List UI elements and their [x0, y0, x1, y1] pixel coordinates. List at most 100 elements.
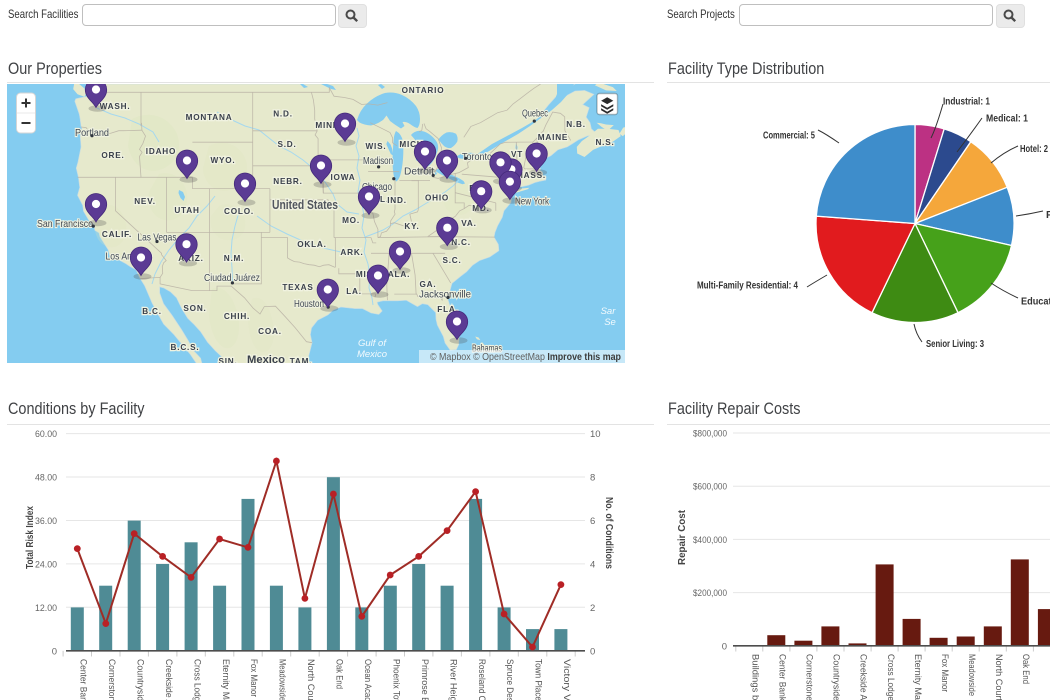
svg-text:No. of Conditions: No. of Conditions: [603, 497, 614, 569]
svg-text:Eternity Man: Eternity Man: [912, 654, 923, 700]
svg-text:COA.: COA.: [258, 327, 282, 336]
svg-text:SON.: SON.: [183, 304, 206, 313]
svg-text:N.D.: N.D.: [273, 110, 293, 119]
svg-text:$800,000: $800,000: [693, 429, 727, 440]
svg-text:Madison: Madison: [363, 155, 393, 167]
svg-text:© Mapbox © OpenStreetMap Impro: © Mapbox © OpenStreetMap Improve this ma…: [430, 352, 621, 363]
svg-text:0: 0: [52, 646, 57, 657]
svg-text:Senior Living: 3: Senior Living: 3: [926, 338, 984, 350]
svg-text:Industrial: 1: Industrial: 1: [943, 96, 990, 108]
svg-text:N.B.: N.B.: [566, 120, 586, 129]
svg-text:12.00: 12.00: [35, 603, 57, 614]
svg-text:Cornerstone: Cornerstone: [106, 659, 117, 700]
svg-text:VT: VT: [511, 150, 523, 159]
svg-text:Fox Manor: Fox Manor: [939, 654, 950, 692]
svg-text:Sar: Sar: [601, 306, 617, 317]
svg-text:$400,000: $400,000: [693, 535, 727, 546]
svg-text:MAINE: MAINE: [538, 133, 568, 142]
svg-text:VA.: VA.: [461, 219, 476, 228]
svg-text:Gulf of: Gulf of: [358, 338, 387, 349]
svg-text:0: 0: [722, 641, 727, 652]
svg-text:IND.: IND.: [387, 196, 407, 205]
svg-text:S.C.: S.C.: [442, 256, 461, 265]
svg-text:TEXAS: TEXAS: [282, 283, 313, 292]
svg-text:CHIH.: CHIH.: [224, 312, 250, 321]
svg-text:Cross Lodge: Cross Lodge: [885, 654, 896, 700]
svg-text:Phoenix Towe: Phoenix Towe: [390, 659, 401, 700]
svg-text:Roseland Co: Roseland Co: [476, 659, 487, 700]
svg-text:WIS.: WIS.: [366, 142, 387, 151]
svg-text:6: 6: [590, 516, 595, 527]
svg-text:Creekside Ap: Creekside Ap: [163, 659, 174, 700]
svg-text:FLA.: FLA.: [437, 305, 458, 314]
svg-text:Mexico: Mexico: [357, 349, 387, 360]
svg-text:ARIZ.: ARIZ.: [178, 254, 203, 263]
svg-text:48.00: 48.00: [35, 473, 57, 484]
svg-text:Toronto: Toronto: [462, 151, 492, 163]
svg-text:ONTARIO: ONTARIO: [402, 86, 445, 95]
svg-text:Cross Lodge: Cross Lodge: [191, 659, 202, 700]
svg-text:2: 2: [590, 603, 595, 614]
svg-text:N.S.: N.S.: [595, 138, 614, 147]
svg-text:Ciudad Juárez: Ciudad Juárez: [204, 272, 260, 284]
svg-text:MICH.: MICH.: [399, 140, 426, 149]
svg-text:$200,000: $200,000: [693, 588, 727, 599]
svg-text:OHIO: OHIO: [425, 194, 449, 203]
svg-text:LA.: LA.: [346, 287, 362, 296]
svg-text:Cornerstone: Cornerstone: [804, 654, 815, 700]
svg-text:IOWA: IOWA: [330, 173, 355, 182]
svg-text:MO.: MO.: [342, 216, 360, 225]
svg-text:Mexico: Mexico: [247, 354, 285, 363]
svg-text:Portland: Portland: [75, 127, 109, 139]
svg-text:Repair Cost: Repair Cost: [677, 509, 688, 565]
svg-text:MINN.: MINN.: [315, 121, 342, 130]
svg-text:New York: New York: [515, 196, 550, 208]
svg-text:Meadowside: Meadowside: [966, 654, 977, 696]
svg-text:Education: 3: Education: 3: [1021, 296, 1050, 308]
svg-text:10: 10: [590, 429, 601, 440]
svg-text:WASH.: WASH.: [100, 102, 131, 111]
svg-text:Primrose Ele: Primrose Ele: [419, 659, 430, 700]
svg-text:CALIF.: CALIF.: [102, 230, 132, 239]
svg-text:Fox Manor: Fox Manor: [248, 659, 259, 697]
svg-text:Center Bank: Center Bank: [777, 654, 788, 700]
svg-text:Countryside A: Countryside A: [134, 659, 145, 700]
svg-text:$600,000: $600,000: [693, 482, 727, 493]
svg-text:Eternity Mano: Eternity Mano: [220, 659, 231, 700]
svg-text:Spruce Desk: Spruce Desk: [504, 659, 515, 700]
svg-text:NEBR.: NEBR.: [273, 177, 302, 186]
svg-text:24.00: 24.00: [35, 559, 57, 570]
svg-text:Buildings by: Buildings by: [750, 654, 761, 700]
svg-text:Center Bank: Center Bank: [78, 659, 89, 700]
svg-text:United States: United States: [272, 197, 338, 212]
svg-text:Oak End: Oak End: [1020, 654, 1031, 684]
svg-text:S.D.: S.D.: [277, 140, 296, 149]
svg-text:UTAH: UTAH: [174, 206, 199, 215]
svg-text:Total Risk Index: Total Risk Index: [25, 506, 36, 569]
svg-text:Las Vegas: Las Vegas: [138, 232, 177, 244]
svg-text:Medical: 1: Medical: 1: [986, 113, 1028, 125]
svg-text:North Court: North Court: [993, 654, 1004, 700]
svg-text:Oak End: Oak End: [334, 659, 345, 689]
svg-text:IDAHO: IDAHO: [146, 147, 176, 156]
svg-text:ARK.: ARK.: [340, 248, 363, 257]
svg-text:TAM.: TAM.: [290, 357, 313, 363]
svg-text:WYO.: WYO.: [210, 156, 235, 165]
svg-text:Houston: Houston: [294, 298, 324, 310]
svg-text:Retail: 2: Retail: 2: [1046, 209, 1050, 221]
svg-text:36.00: 36.00: [35, 516, 57, 527]
svg-text:COLO.: COLO.: [224, 207, 254, 216]
svg-text:B.C.: B.C.: [142, 307, 162, 316]
svg-text:North Court: North Court: [305, 659, 316, 700]
svg-text:Multi-Family Residential: 4: Multi-Family Residential: 4: [697, 280, 798, 292]
svg-text:Countryside: Countryside: [831, 654, 842, 700]
svg-text:Se: Se: [604, 317, 616, 328]
svg-text:Ocean Acade: Ocean Acade: [1047, 654, 1050, 700]
svg-text:Jacksonville: Jacksonville: [419, 289, 471, 301]
svg-text:Victory Villa: Victory Villa: [561, 659, 572, 700]
svg-text:San Francisco: San Francisco: [37, 218, 93, 230]
svg-text:N.C.: N.C.: [451, 238, 471, 247]
svg-text:SIN.: SIN.: [218, 357, 237, 363]
svg-text:Quebec: Quebec: [522, 108, 548, 120]
svg-text:NEV.: NEV.: [134, 197, 156, 206]
